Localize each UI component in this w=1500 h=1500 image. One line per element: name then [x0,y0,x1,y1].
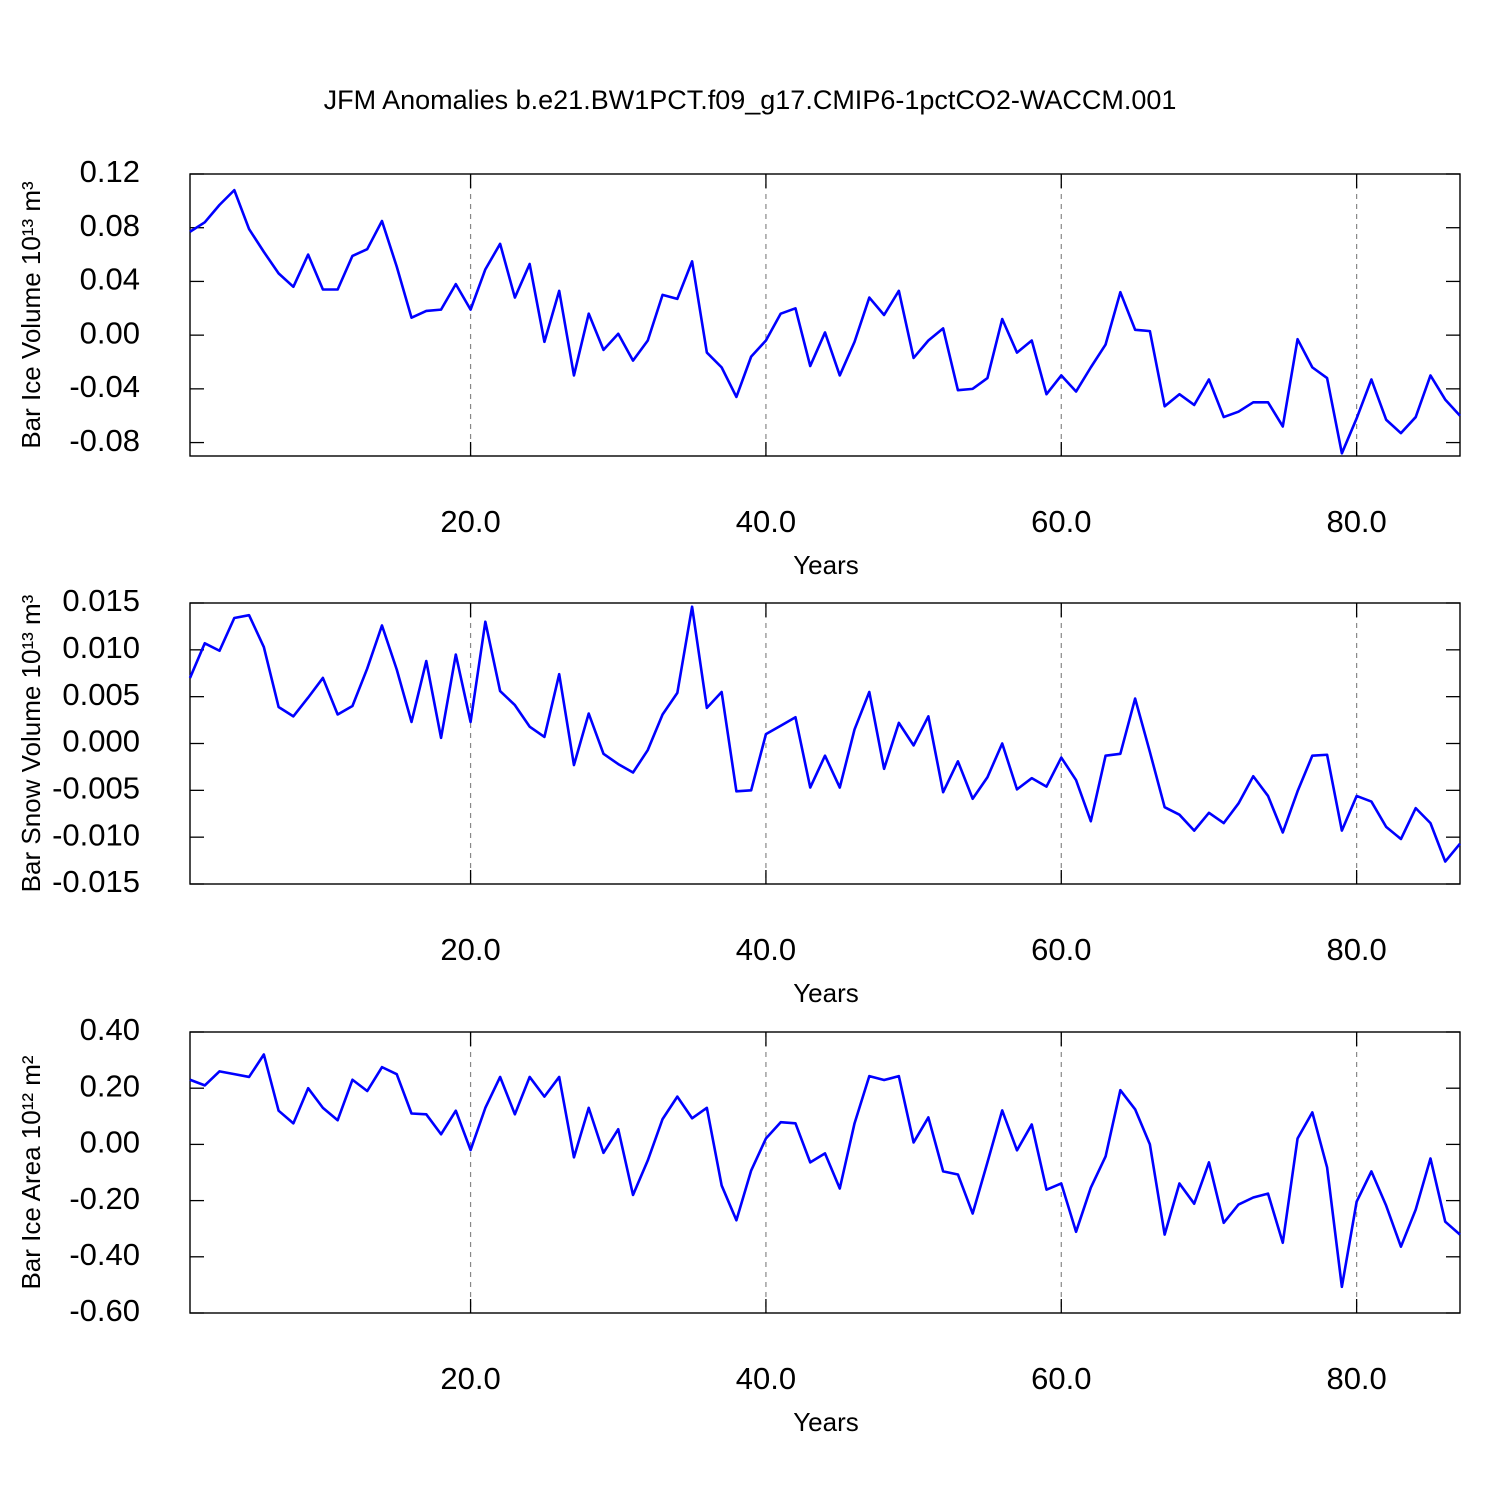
y-tick-label: 0.04 [80,262,140,297]
x-axis-label: Years [793,1407,859,1437]
y-axis-label: Bar Ice Volume 10¹³ m³ [16,181,46,449]
x-axis-label: Years [793,978,859,1008]
panel: 20.0 40.0 60.0 80.0 0.015 0.010 0.005 0.000 -0.0… [16,583,1461,1008]
plot-frame [189,1031,1461,1314]
x-tick-label: 40.0 [736,932,796,967]
x-tick-label: 60.0 [1031,504,1091,539]
y-axis-label: Bar Snow Volume 10¹³ m³ [16,594,46,892]
y-tick-label: -0.60 [69,1293,140,1328]
y-tick-label: 0.40 [80,1012,140,1047]
x-tick-label: 40.0 [736,504,796,539]
y-tick-label: 0.12 [80,154,140,189]
y-tick-label: -0.40 [69,1237,140,1272]
x-tick-label: 40.0 [736,1361,796,1396]
x-tick-label: 20.0 [440,1361,500,1396]
x-tick-label: 80.0 [1326,1361,1386,1396]
x-tick-label: 20.0 [440,932,500,967]
panel: 20.0 40.0 60.0 80.0 0.12 0.08 0.04 0.00 -0.04 -0.… [16,154,1461,580]
y-axis-label: Bar Ice Area 10¹² m² [16,1055,46,1289]
y-tick-label: 0.010 [62,630,140,665]
y-tick-label: 0.015 [62,583,140,618]
y-tick-label: 0.00 [80,315,140,350]
x-tick-label: 60.0 [1031,1361,1091,1396]
y-tick-label: 0.00 [80,1125,140,1160]
x-tick-label: 20.0 [440,504,500,539]
y-tick-label: -0.20 [69,1181,140,1216]
x-tick-label: 80.0 [1326,932,1386,967]
y-tick-label: 0.005 [62,677,140,712]
y-tick-label: 0.000 [62,724,140,759]
data-line [188,605,1462,863]
panel: 20.0 40.0 60.0 80.0 0.40 0.20 0.00 -0.20 -0.40 -0… [16,1012,1461,1437]
y-tick-label: 0.20 [80,1068,140,1103]
plot-frame [189,602,1461,885]
plot-frame [189,173,1461,457]
x-tick-label: 60.0 [1031,932,1091,967]
data-line [189,188,1461,455]
data-line [189,1053,1461,1289]
chart-title: JFM Anomalies b.e21.BW1PCT.f09_g17.CMIP6… [324,85,1177,115]
y-tick-label: -0.010 [52,817,140,852]
y-tick-label: 0.08 [80,208,140,243]
y-tick-label: -0.04 [69,369,140,404]
x-axis-label: Years [793,550,859,580]
y-tick-label: -0.005 [52,771,140,806]
x-tick-label: 80.0 [1326,504,1386,539]
y-tick-label: -0.015 [52,864,140,899]
y-tick-label: -0.08 [69,423,140,458]
